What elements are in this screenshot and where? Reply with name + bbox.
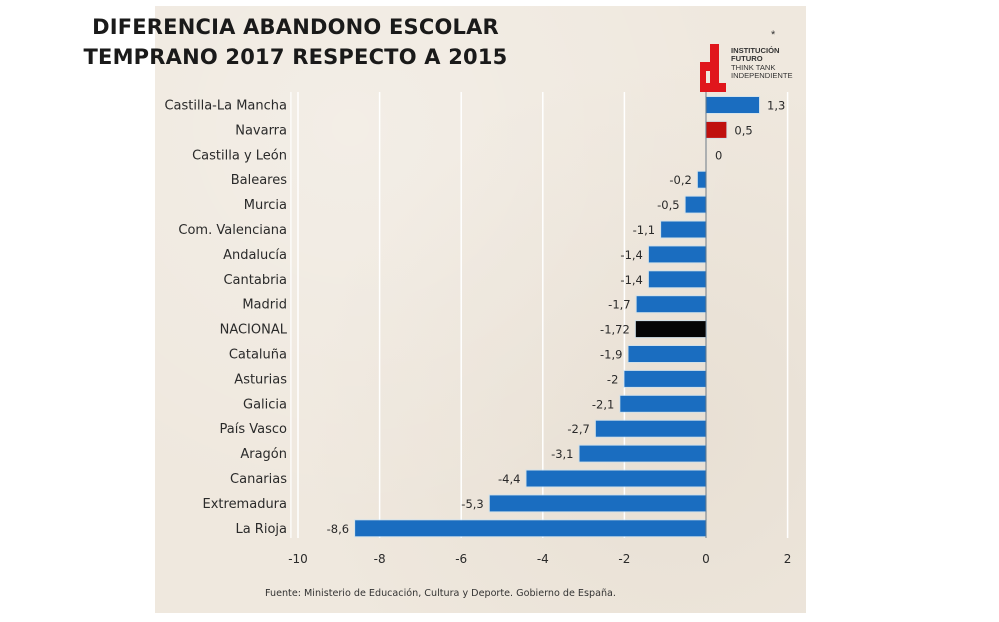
logo-line-2: FUTURO (731, 54, 763, 64)
logo-line-1: INSTITUCIÓN (731, 46, 780, 55)
bar (635, 321, 706, 338)
value-label: -3,1 (551, 447, 573, 461)
star-mark: * (771, 29, 776, 41)
bar (624, 370, 706, 387)
category-label: Madrid (242, 298, 287, 313)
bar (526, 470, 706, 487)
category-label: País Vasco (220, 422, 288, 437)
category-label: NACIONAL (220, 323, 288, 338)
category-label: Com. Valenciana (178, 223, 287, 238)
bar (661, 221, 706, 238)
logo-line-3: THINK TANK (731, 62, 776, 72)
category-label: La Rioja (235, 522, 287, 537)
x-tick-label: 2 (784, 552, 792, 566)
value-label: 0,5 (734, 123, 752, 137)
bar (685, 196, 706, 213)
category-label: Galicia (243, 397, 287, 412)
chart-title-line-1: DIFERENCIA ABANDONO ESCOLAR (92, 15, 499, 39)
bar (697, 171, 706, 188)
category-label: Castilla-La Mancha (164, 99, 287, 114)
value-label: -4,4 (498, 472, 520, 486)
category-label: Castilla y León (192, 148, 287, 163)
value-label: -1,1 (633, 223, 655, 237)
category-labels: Castilla-La Mancha Navarra Castilla y León… (164, 99, 287, 537)
institucion-futuro-logo: INSTITUCIÓN FUTURO THINK TANK INDEPENDIE… (700, 44, 810, 94)
logo-line-4: INDEPENDIENTE (731, 71, 793, 81)
category-label: Baleares (231, 173, 288, 188)
x-tick-labels: -10 -8 -6 -4 -2 0 2 (288, 552, 791, 566)
source-note: Fuente: Ministerio de Educación, Cultura… (265, 588, 616, 599)
value-label: -1,9 (600, 348, 622, 362)
category-label: Andalucía (223, 248, 287, 263)
bar (648, 271, 706, 288)
value-label: -1,7 (608, 298, 630, 312)
bar (648, 246, 706, 263)
value-label: -1,72 (600, 323, 630, 337)
x-tick-label: -8 (374, 552, 386, 566)
bar (620, 395, 706, 412)
x-tick-label: 0 (702, 552, 710, 566)
value-label: -1,4 (620, 273, 642, 287)
value-label: 1,3 (767, 99, 785, 113)
x-tick-label: -6 (455, 552, 467, 566)
bar (595, 420, 706, 437)
value-label: 0 (715, 148, 722, 162)
category-label: Navarra (235, 123, 287, 138)
value-label: -2,1 (592, 397, 614, 411)
bar (489, 495, 706, 512)
bar (636, 296, 706, 313)
x-tick-label: -10 (288, 552, 308, 566)
bar (628, 346, 706, 362)
value-label: -0,2 (669, 173, 691, 187)
x-tick-label: -2 (618, 552, 630, 566)
bar (579, 445, 706, 462)
value-labels: 1,3 0,5 0 -0,2 -0,5-1,1 -1,4 -1,4 -1,7 -1,72 -1,9… (327, 99, 786, 536)
bar (706, 121, 727, 138)
category-label: Murcia (244, 198, 287, 213)
category-label: Canarias (230, 472, 287, 487)
category-label: Cantabria (223, 273, 287, 288)
chart-title-line-2: TEMPRANO 2017 RESPECTO A 2015 (83, 45, 508, 69)
value-label: -2 (607, 372, 618, 386)
category-label: Aragón (240, 447, 287, 462)
category-label: Asturias (234, 372, 287, 387)
value-label: -1,4 (620, 248, 642, 262)
value-label: -8,6 (327, 522, 349, 536)
logo-f-icon (700, 44, 726, 92)
bars (354, 96, 761, 538)
x-tick-label: -4 (537, 552, 549, 566)
logo-text: INSTITUCIÓN FUTURO THINK TANK INDEPENDIE… (731, 46, 793, 81)
category-label: Cataluña (229, 348, 287, 363)
value-label: -2,7 (567, 422, 589, 436)
grid-lines (290, 92, 789, 538)
category-label: Extremadura (203, 497, 288, 512)
bar (355, 520, 706, 537)
bar (706, 97, 760, 113)
value-label: -5,3 (461, 497, 483, 511)
value-label: -0,5 (657, 198, 679, 212)
